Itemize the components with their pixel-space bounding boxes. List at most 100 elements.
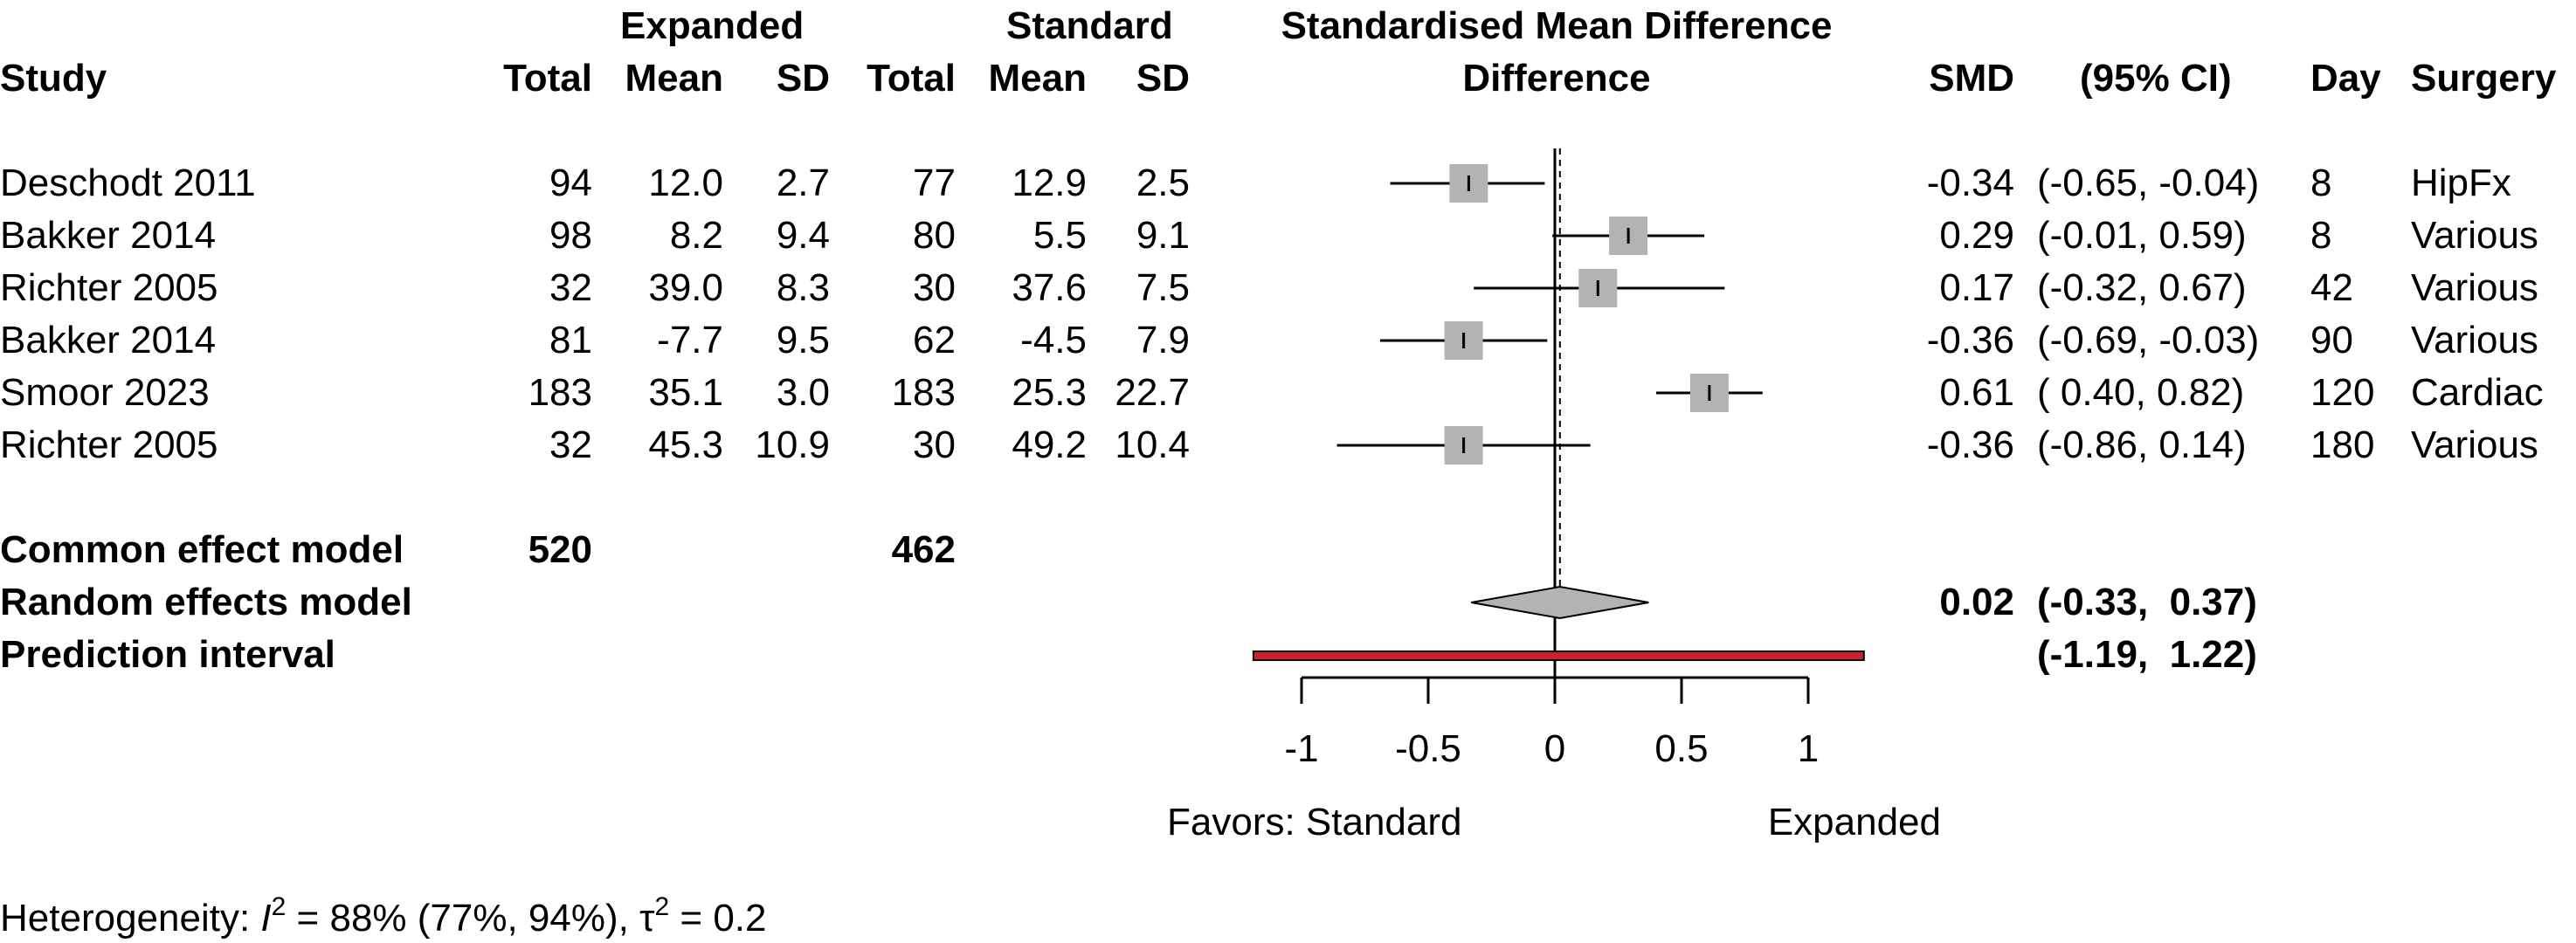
study-e-mean: 35.1 — [648, 371, 723, 414]
study-e-total: 32 — [549, 423, 592, 466]
study-c-total: 30 — [913, 266, 956, 309]
i2-value: = 88% (77%, 94%), — [286, 897, 639, 940]
favors-right-label: Expanded — [1768, 801, 1941, 843]
study-ci-text: (-0.32, 0.67) — [2037, 266, 2247, 309]
column-standard-total: Total — [867, 57, 956, 100]
study-surgery: Various — [2411, 266, 2538, 309]
study-e-total: 98 — [549, 214, 592, 257]
study-c-sd: 22.7 — [1115, 371, 1190, 414]
study-smd-text: -0.36 — [1927, 423, 2014, 466]
study-e-sd: 3.0 — [777, 371, 830, 414]
study-e-total: 183 — [528, 371, 592, 414]
x-tick-label: 1 — [1798, 727, 1819, 770]
study-e-mean: -7.7 — [657, 319, 723, 361]
plot-title: Standardised Mean Difference — [1281, 4, 1833, 47]
header-expanded: Expanded — [620, 4, 804, 47]
study-study: Smoor 2023 — [0, 371, 210, 414]
i2-symbol: I — [260, 897, 271, 940]
x-tick-label: 0.5 — [1654, 727, 1708, 770]
study-rows: Deschodt 2011 94 12.0 2.7 77 12.9 2.5 -0.34 (-0.… — [0, 162, 2544, 466]
study-day: 8 — [2310, 162, 2331, 204]
column-expanded-mean: Mean — [625, 57, 723, 100]
study-c-sd: 9.1 — [1136, 214, 1190, 257]
column-smd: SMD — [1929, 57, 2014, 100]
study-e-total: 94 — [549, 162, 592, 204]
column-study: Study — [0, 57, 107, 100]
header-standard: Standard — [1006, 4, 1173, 47]
tau-value: = 0.2 — [669, 897, 766, 940]
tau-symbol: τ — [639, 897, 655, 940]
study-smd-text: 0.29 — [1939, 214, 2014, 257]
common-effect-label: Common effect model — [0, 528, 404, 571]
study-e-sd: 10.9 — [755, 423, 830, 466]
study-c-mean: 37.6 — [1012, 266, 1087, 309]
study-c-mean: -4.5 — [1020, 319, 1087, 361]
study-e-total: 32 — [549, 266, 592, 309]
study-day: 180 — [2310, 423, 2374, 466]
random-effects-diamond — [1471, 585, 1649, 620]
study-smd-text: 0.61 — [1939, 371, 2014, 414]
study-c-total: 62 — [913, 319, 956, 361]
common-effect-expanded-total: 520 — [528, 528, 592, 571]
prediction-interval-ci: (-1.19, 1.22) — [2037, 633, 2257, 676]
study-e-sd: 8.3 — [777, 266, 830, 309]
plot-area: -1 -0.5 0 0.5 1 — [1252, 148, 1865, 770]
study-e-sd: 2.7 — [777, 162, 830, 204]
random-effects-label: Random effects model — [0, 581, 412, 623]
study-c-mean: 25.3 — [1012, 371, 1087, 414]
study-surgery: Cardiac — [2411, 371, 2544, 414]
heterogeneity-prefix: Heterogeneity: — [0, 897, 260, 940]
study-surgery: Various — [2411, 423, 2538, 466]
study-c-mean: 49.2 — [1012, 423, 1087, 466]
study-c-total: 80 — [913, 214, 956, 257]
study-ci-text: (-0.86, 0.14) — [2037, 423, 2247, 466]
heterogeneity-text: Heterogeneity: I2 = 88% (77%, 94%), τ2 =… — [0, 892, 766, 940]
study-day: 42 — [2310, 266, 2353, 309]
i2-superscript: 2 — [272, 892, 287, 921]
study-e-total: 81 — [549, 319, 592, 361]
study-c-mean: 12.9 — [1012, 162, 1087, 204]
study-c-mean: 5.5 — [1033, 214, 1087, 257]
study-study: Deschodt 2011 — [0, 162, 256, 204]
study-smd-text: -0.34 — [1927, 162, 2014, 204]
study-c-total: 77 — [913, 162, 956, 204]
common-effect-standard-total: 462 — [892, 528, 956, 571]
column-standard-sd: SD — [1136, 57, 1190, 100]
study-e-mean: 39.0 — [648, 266, 723, 309]
column-day: Day — [2310, 57, 2381, 100]
study-smd-text: 0.17 — [1939, 266, 2014, 309]
study-e-mean: 8.2 — [670, 214, 723, 257]
favors-left-label: Favors: Standard — [1167, 801, 1462, 843]
study-smd-text: -0.36 — [1927, 319, 2014, 361]
study-e-mean: 45.3 — [648, 423, 723, 466]
random-effects-smd: 0.02 — [1939, 581, 2014, 623]
study-c-sd: 10.4 — [1115, 423, 1190, 466]
study-e-sd: 9.5 — [777, 319, 830, 361]
column-expanded-total: Total — [503, 57, 592, 100]
study-c-sd: 7.5 — [1136, 266, 1190, 309]
study-ci-text: (-0.65, -0.04) — [2037, 162, 2259, 204]
column-ci: (95% CI) — [2080, 57, 2232, 100]
plot-title-line2: Difference — [1462, 57, 1650, 100]
prediction-interval-bar — [1252, 650, 1865, 661]
study-e-sd: 9.4 — [777, 214, 830, 257]
study-e-mean: 12.0 — [648, 162, 723, 204]
random-effects-ci: (-0.33, 0.37) — [2037, 581, 2257, 623]
study-c-sd: 7.9 — [1136, 319, 1190, 361]
study-ci-text: ( 0.40, 0.82) — [2037, 371, 2244, 414]
study-day: 120 — [2310, 371, 2374, 414]
column-expanded-sd: SD — [777, 57, 830, 100]
study-c-sd: 2.5 — [1136, 162, 1190, 204]
prediction-interval-label: Prediction interval — [0, 633, 335, 676]
column-surgery: Surgery — [2411, 57, 2557, 100]
study-ci-text: (-0.01, 0.59) — [2037, 214, 2247, 257]
study-surgery: HipFx — [2411, 162, 2511, 204]
study-day: 8 — [2310, 214, 2331, 257]
study-study: Richter 2005 — [0, 266, 218, 309]
study-surgery: Various — [2411, 214, 2538, 257]
study-day: 90 — [2310, 319, 2353, 361]
study-ci-text: (-0.69, -0.03) — [2037, 319, 2259, 361]
study-surgery: Various — [2411, 319, 2538, 361]
x-tick-label: -0.5 — [1395, 727, 1461, 770]
